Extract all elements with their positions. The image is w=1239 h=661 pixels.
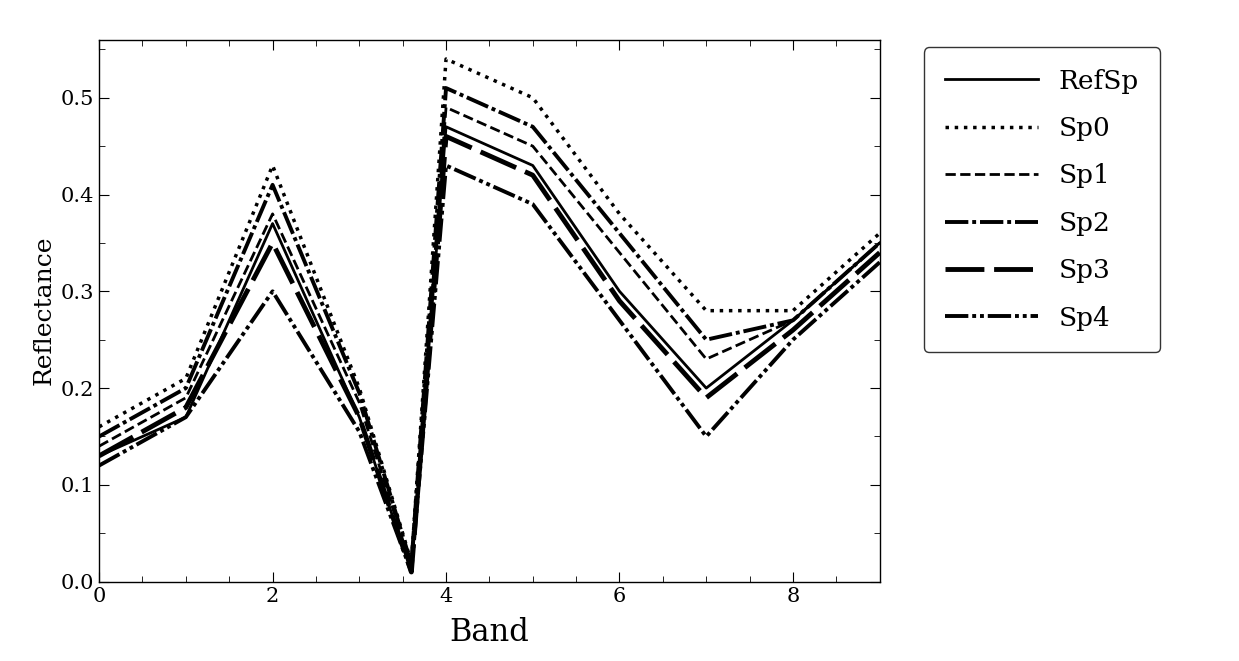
Sp1 [265,210,280,218]
Sp2 [525,123,540,131]
Line: RefSp: RefSp [99,127,880,572]
Sp4 [525,200,540,208]
Sp1 [872,239,887,247]
Sp1 [786,317,800,325]
Sp1 [92,442,107,450]
Sp3 [699,394,714,402]
Sp2 [786,317,800,325]
Sp2 [872,239,887,247]
Sp1 [699,355,714,363]
RefSp [699,384,714,392]
Sp1 [352,399,367,407]
RefSp [404,568,419,576]
Sp0 [92,423,107,431]
Sp0 [352,384,367,392]
Sp2 [178,384,193,392]
Sp1 [525,142,540,150]
Sp2 [612,229,627,237]
Sp3 [265,239,280,247]
Sp1 [612,249,627,256]
Sp3 [439,132,453,140]
Sp0 [178,374,193,382]
Sp4 [404,568,419,576]
Sp2 [265,181,280,189]
RefSp [872,239,887,247]
Sp3 [612,297,627,305]
Sp3 [872,249,887,256]
Sp2 [352,389,367,397]
RefSp [352,413,367,421]
Sp4 [92,461,107,469]
Line: Sp0: Sp0 [99,59,880,563]
Sp4 [699,432,714,440]
Sp4 [178,413,193,421]
Sp0 [525,94,540,102]
Sp3 [786,326,800,334]
Sp4 [612,317,627,325]
Sp0 [699,307,714,315]
Sp1 [404,563,419,571]
Sp1 [439,104,453,112]
Sp0 [439,55,453,63]
Sp2 [92,432,107,440]
Sp3 [178,403,193,411]
RefSp [786,317,800,325]
Sp4 [872,258,887,266]
Sp1 [178,394,193,402]
Sp3 [92,452,107,460]
RefSp [612,288,627,295]
Sp4 [265,288,280,295]
Sp3 [404,568,419,576]
RefSp [525,161,540,169]
Sp2 [699,336,714,344]
Y-axis label: Reflectance: Reflectance [32,236,56,385]
Line: Sp2: Sp2 [99,88,880,564]
Line: Sp1: Sp1 [99,108,880,567]
Sp4 [439,161,453,169]
Sp2 [404,561,419,568]
Sp0 [786,307,800,315]
Sp0 [612,210,627,218]
Sp4 [352,428,367,436]
RefSp [178,413,193,421]
Sp0 [872,229,887,237]
Legend: RefSp, Sp0, Sp1, Sp2, Sp3, Sp4: RefSp, Sp0, Sp1, Sp2, Sp3, Sp4 [924,48,1160,352]
Sp0 [404,559,419,566]
Sp0 [265,161,280,169]
Sp2 [439,84,453,92]
RefSp [265,219,280,227]
Sp4 [786,336,800,344]
Line: Sp4: Sp4 [99,165,880,572]
RefSp [92,452,107,460]
RefSp [439,123,453,131]
Sp3 [352,413,367,421]
Sp3 [525,171,540,179]
Line: Sp3: Sp3 [99,136,880,572]
X-axis label: Band: Band [450,617,529,648]
